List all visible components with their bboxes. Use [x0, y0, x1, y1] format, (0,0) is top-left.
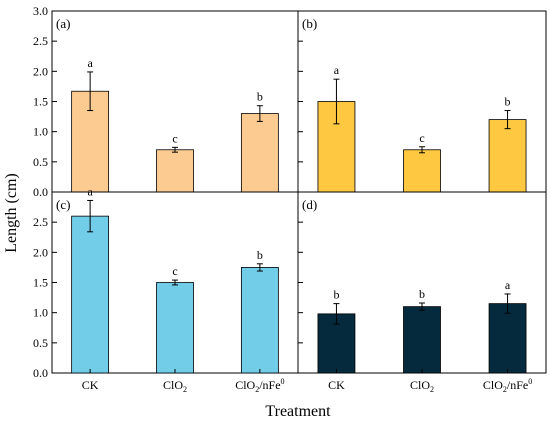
y-tick-label: 1.0 — [33, 306, 48, 320]
bar-0-1 — [156, 149, 194, 193]
x-tick-label: ClO2 — [410, 378, 434, 394]
bar-1-2 — [488, 119, 527, 193]
x-tick-label: ClO2 — [163, 378, 187, 394]
panels-group: 0.0 0.5 1.0 1.5 2.0 2.5 3.0 (a) a c b (b) a c b 0.0 0.5 1… — [33, 4, 547, 394]
significance-letter: a — [505, 278, 511, 292]
significance-letter: a — [87, 184, 93, 198]
y-tick-label: 3.0 — [33, 4, 48, 18]
significance-letter: c — [172, 131, 177, 145]
panel-c: 0.0 0.5 1.0 1.5 2.0 2.5 (c) a c b CK ClO2 ClO2/nFe0 — [33, 184, 299, 394]
bar-2-2 — [240, 267, 279, 374]
significance-letter: a — [87, 56, 93, 70]
x-tick-label: ClO2/nFe0 — [235, 377, 284, 394]
panel-label: (c) — [56, 197, 70, 212]
x-axis-title: Treatment — [265, 403, 331, 420]
bar-2-1 — [156, 282, 194, 374]
bar-0-2 — [240, 113, 279, 193]
y-tick-label: 0.0 — [33, 366, 48, 380]
x-tick-label: CK — [82, 378, 99, 392]
bar-1-1 — [403, 149, 441, 193]
panel-a: 0.0 0.5 1.0 1.5 2.0 2.5 3.0 (a) a c b — [33, 4, 299, 199]
panel-label: (b) — [302, 16, 317, 31]
significance-letter: c — [419, 131, 424, 145]
significance-letter: b — [257, 248, 263, 262]
y-tick-label: 0.5 — [33, 336, 48, 350]
panel-d: (d) b b a CK ClO2 ClO2/nFe0 — [297, 191, 547, 394]
y-tick-label: 1.5 — [33, 95, 48, 109]
y-tick-label: 2.0 — [33, 245, 48, 259]
y-axis-title: Length (cm) — [3, 173, 20, 253]
y-tick-label: 0.0 — [33, 185, 48, 199]
significance-letter: c — [172, 264, 177, 278]
x-tick-label: ClO2/nFe0 — [483, 377, 532, 394]
panel-label: (d) — [302, 197, 317, 212]
significance-letter: b — [333, 288, 339, 302]
bar-3-1 — [403, 306, 441, 374]
y-tick-label: 1.5 — [33, 276, 48, 290]
significance-letter: b — [257, 90, 263, 104]
y-tick-label: 2.5 — [33, 215, 48, 229]
significance-letter: a — [334, 63, 340, 77]
significance-letter: b — [505, 95, 511, 109]
y-tick-label: 0.5 — [33, 155, 48, 169]
bar-2-0 — [71, 215, 110, 374]
y-tick-label: 2.0 — [33, 64, 48, 78]
y-tick-label: 1.0 — [33, 125, 48, 139]
y-tick-label: 2.5 — [33, 34, 48, 48]
x-tick-label: CK — [328, 378, 345, 392]
bar-3-2 — [488, 303, 527, 374]
significance-letter: b — [419, 287, 425, 301]
panel-label: (a) — [56, 16, 70, 31]
panel-b: (b) a c b — [297, 10, 547, 193]
